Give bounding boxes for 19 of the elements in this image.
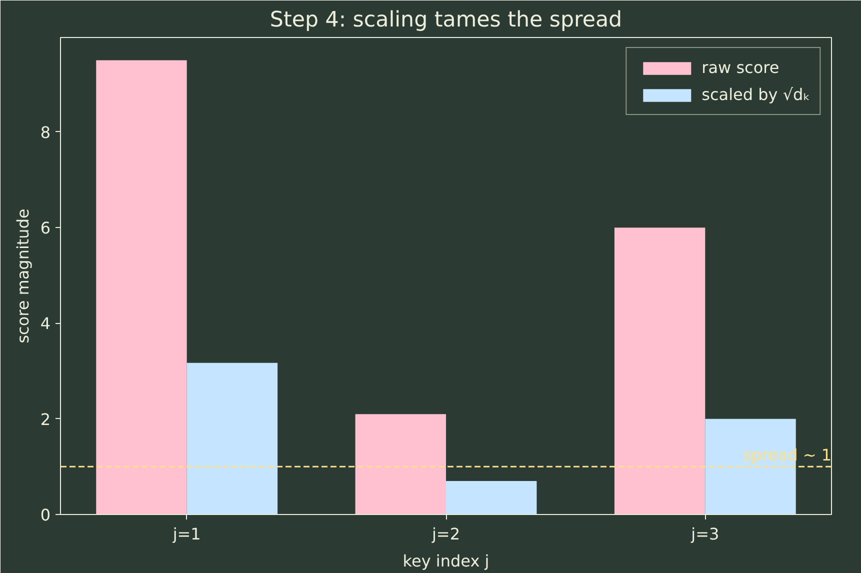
y-axis-title: score magnitude [13, 208, 32, 344]
x-tick-label: j=1 [172, 524, 201, 544]
y-tick-label: 4 [40, 314, 51, 334]
bar [96, 60, 187, 514]
bar [446, 481, 537, 514]
y-tick-label: 2 [40, 410, 51, 429]
x-axis-title: key index j [402, 552, 490, 570]
legend-label: raw score [702, 58, 780, 77]
y-tick-label: 0 [40, 506, 51, 524]
y-tick-label: 6 [40, 218, 51, 238]
bar [614, 228, 706, 514]
x-tick-label: j=2 [430, 524, 460, 544]
bar [355, 414, 446, 514]
bar [186, 362, 278, 514]
chart-title: Step 4: scaling tames the spread [270, 8, 622, 32]
y-tick-label: 8 [40, 122, 51, 142]
x-tick-label: j=3 [690, 524, 720, 544]
bar [705, 418, 796, 514]
legend-label: scaled by √dₖ [702, 85, 810, 104]
